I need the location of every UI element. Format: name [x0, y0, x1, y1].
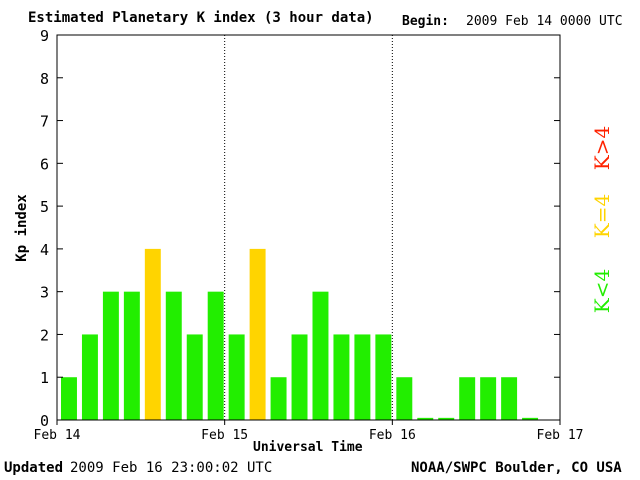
- kp-bar: [102, 291, 119, 420]
- kp-bar: [207, 291, 224, 420]
- kp-bar: [249, 248, 266, 420]
- kp-bar: [480, 377, 497, 420]
- x-tick-label: Feb 17: [537, 428, 584, 443]
- kp-bar: [396, 377, 413, 420]
- chart-title: Estimated Planetary K index (3 hour data…: [28, 10, 374, 26]
- begin-label: Begin:: [402, 14, 449, 29]
- kp-bar: [354, 334, 371, 420]
- plot-frame: [56, 34, 561, 421]
- kp-bar: [522, 417, 539, 420]
- kp-bar: [291, 334, 308, 420]
- kp-bar: [438, 417, 455, 420]
- kp-bar: [228, 334, 245, 420]
- x-axis-label: Universal Time: [253, 440, 363, 455]
- legend-equal: K=4: [590, 193, 614, 239]
- kp-bar: [144, 248, 161, 420]
- begin-value: 2009 Feb 14 0000 UTC: [466, 14, 623, 29]
- kp-bar: [417, 417, 434, 420]
- kp-bar: [165, 291, 182, 420]
- legend-low: K<4: [590, 268, 614, 314]
- y-tick-label: 5: [40, 198, 49, 216]
- updated-value: 2009 Feb 16 23:00:02 UTC: [70, 460, 273, 476]
- y-tick-label: 2: [40, 326, 49, 344]
- updated-label: Updated: [4, 460, 64, 476]
- y-tick-label: 0: [40, 412, 49, 430]
- y-tick-label: 6: [40, 155, 49, 173]
- y-tick-label: 8: [40, 70, 49, 88]
- kp-bar: [123, 291, 140, 420]
- credit-text: NOAA/SWPC Boulder, CO USA: [411, 460, 622, 476]
- kp-bar: [501, 377, 518, 420]
- y-tick-label: 7: [40, 113, 49, 131]
- y-tick-label: 3: [40, 284, 49, 302]
- x-tick-label: Feb 15: [201, 428, 248, 443]
- y-axis-label: Kp index: [14, 194, 30, 262]
- kp-bar: [81, 334, 98, 420]
- kp-bar: [61, 377, 77, 420]
- kp-bar: [270, 377, 287, 420]
- kp-bar: [333, 334, 350, 420]
- kp-bar: [312, 291, 329, 420]
- y-tick-label: 1: [40, 369, 49, 387]
- y-tick-label: 4: [40, 241, 49, 259]
- kp-bar: [459, 377, 476, 420]
- y-tick-label: 9: [40, 27, 49, 45]
- kp-bar: [186, 334, 203, 420]
- kp-bar: [375, 334, 392, 420]
- legend-high: K>4: [590, 125, 614, 171]
- x-tick-label: Feb 16: [369, 428, 416, 443]
- x-tick-label: Feb 14: [34, 428, 81, 443]
